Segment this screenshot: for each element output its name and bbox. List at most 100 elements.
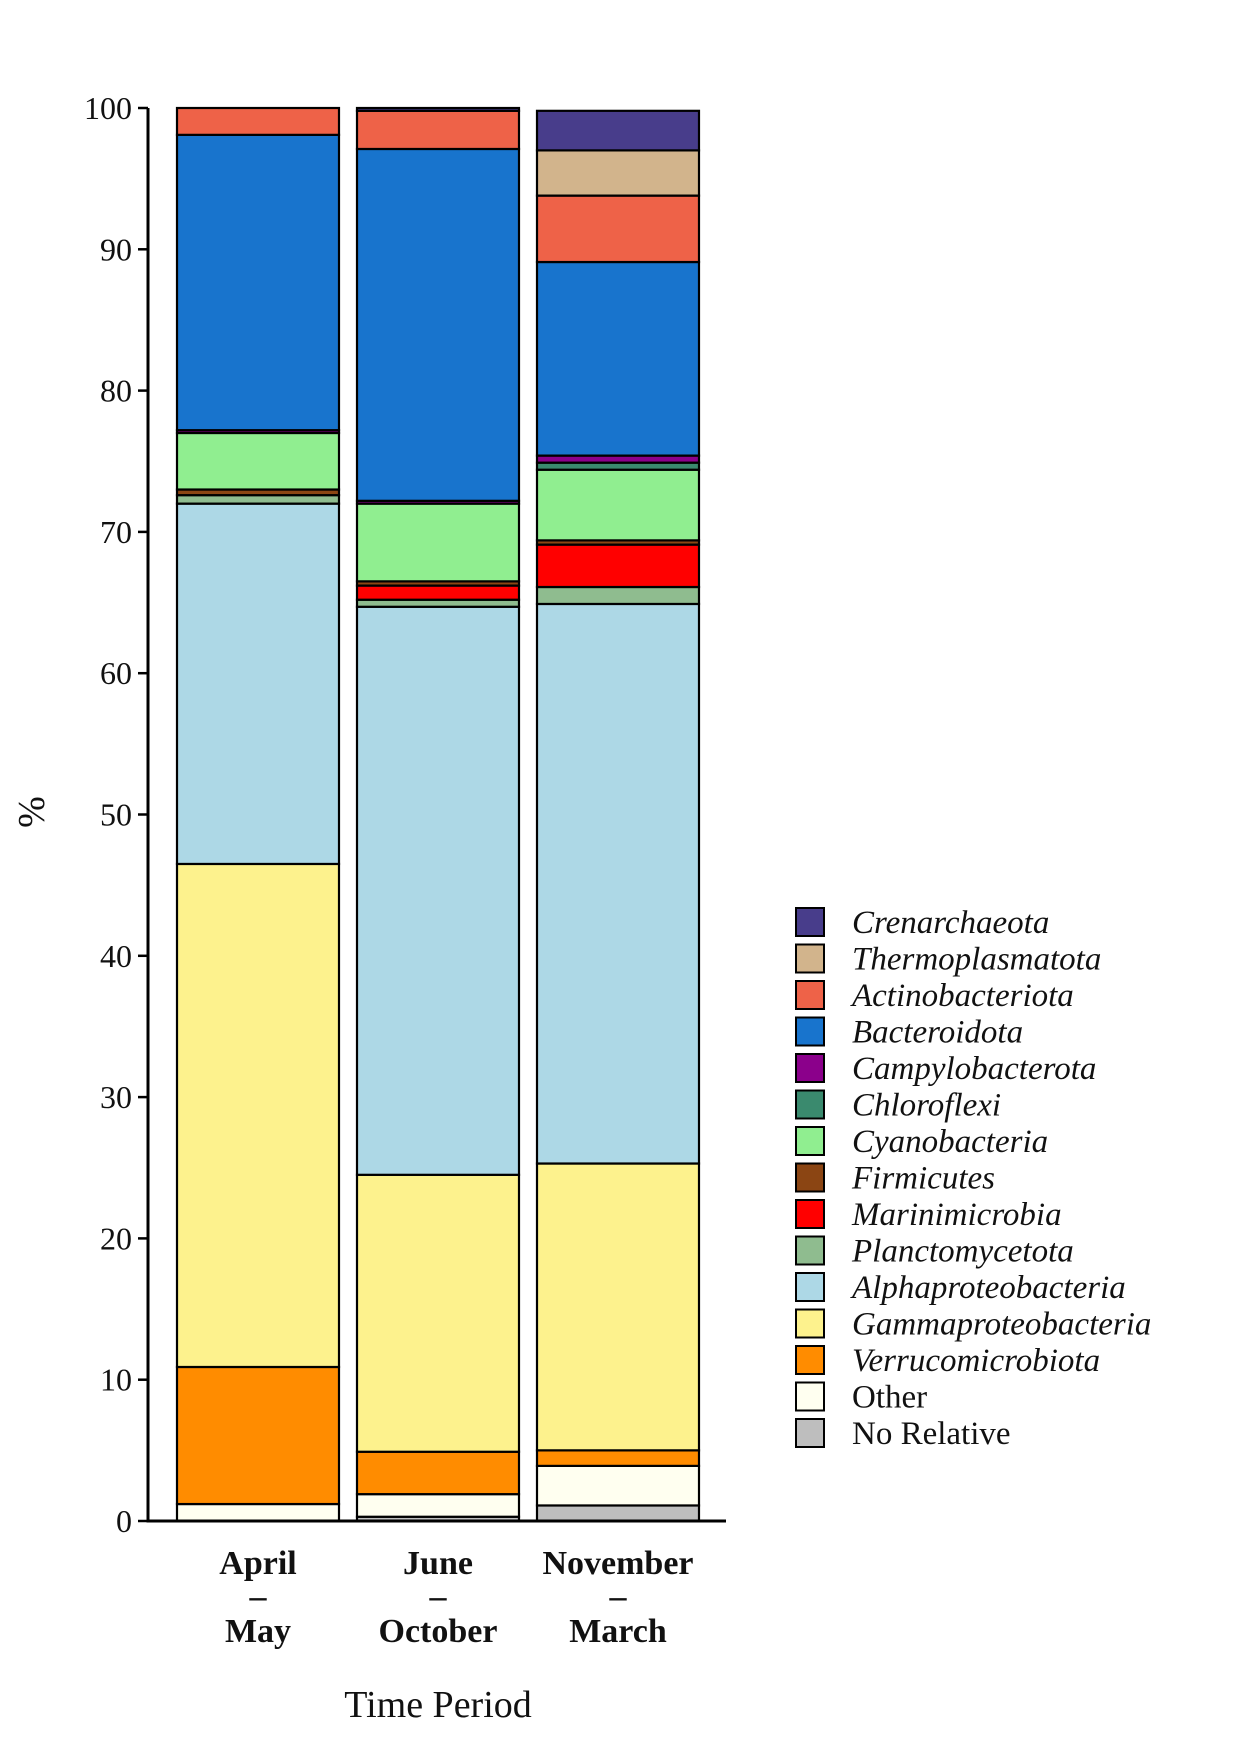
y-tick-label: 50 xyxy=(100,797,132,833)
y-tick-label: 0 xyxy=(116,1503,132,1539)
category-line2: May xyxy=(225,1613,291,1650)
x-category-label: June–October xyxy=(379,1545,498,1650)
legend-item-bacteroidota: Bacteroidota xyxy=(795,1015,1023,1051)
legend-item-campylobacterota: Campylobacterota xyxy=(795,1051,1096,1087)
bar-segment-actinobacteriota xyxy=(535,194,701,264)
legend-item-planctomycetota: Planctomycetota xyxy=(795,1234,1074,1270)
x-axis-title: Time Period xyxy=(344,1684,532,1726)
legend-swatch xyxy=(795,1162,825,1193)
category-line1: November xyxy=(542,1545,693,1582)
x-category-label: April–May xyxy=(219,1545,296,1650)
y-ticks: 0 10 20 30 40 50 60 70 80 90 100 xyxy=(84,90,148,1539)
legend-swatch xyxy=(795,1016,825,1047)
legend-item-actinobacteriota: Actinobacteriota xyxy=(795,978,1074,1014)
legend-item-thermoplasmatota: Thermoplasmatota xyxy=(795,942,1101,978)
bar-segment-marinimicrobia xyxy=(355,584,521,601)
category-separator: – xyxy=(249,1578,268,1615)
legend-swatch xyxy=(795,943,825,974)
bar-segment-actinobacteriota xyxy=(175,106,341,136)
legend-label: Cyanobacteria xyxy=(852,1124,1048,1160)
bar-segment-no-relative xyxy=(535,1504,701,1523)
bar-april xyxy=(175,106,341,1523)
legend-item-marinimicrobia: Marinimicrobia xyxy=(795,1197,1062,1233)
legend-label: Alphaproteobacteria xyxy=(850,1270,1126,1306)
legend-item-gammaproteobacteria: Gammaproteobacteria xyxy=(795,1307,1151,1343)
legend-swatch xyxy=(795,1199,825,1229)
legend-label: Marinimicrobia xyxy=(851,1197,1062,1233)
bar-segment-bacteroidota xyxy=(355,147,521,502)
y-tick-label: 90 xyxy=(100,231,132,267)
bar-segment-actinobacteriota xyxy=(355,109,521,151)
legend-label: Crenarchaeota xyxy=(852,905,1049,941)
bar-segment-crenarchaeota xyxy=(535,109,701,152)
bar-segment-alphaproteobacteria xyxy=(535,602,701,1165)
y-tick-label: 20 xyxy=(100,1220,132,1256)
legend-item-chloroflexi: Chloroflexi xyxy=(795,1088,1001,1124)
bar-segment-other xyxy=(355,1493,521,1518)
bar-segment-bacteroidota xyxy=(175,133,341,432)
y-tick-label: 70 xyxy=(100,514,132,550)
bar-segment-planctomycetota xyxy=(175,494,341,505)
x-category-label: November–March xyxy=(542,1545,693,1650)
y-tick-label: 30 xyxy=(100,1079,132,1115)
legend-item-other: Other xyxy=(795,1380,927,1416)
bar-segment-other xyxy=(535,1464,701,1507)
legend-swatch xyxy=(795,1418,825,1448)
bars-layer xyxy=(175,106,701,1523)
legend-label: Actinobacteriota xyxy=(850,978,1074,1014)
legend-label: Planctomycetota xyxy=(851,1234,1074,1270)
legend-swatch xyxy=(795,1381,825,1412)
legend-label: Campylobacterota xyxy=(852,1051,1096,1087)
bar-segment-other xyxy=(175,1502,341,1523)
bar-segment-verrucomicrobiota xyxy=(535,1449,701,1467)
legend-label: Other xyxy=(852,1380,927,1416)
category-separator: – xyxy=(609,1578,628,1615)
y-tick-label: 60 xyxy=(100,655,132,691)
legend-label: Verrucomicrobiota xyxy=(852,1343,1100,1379)
bar-segment-cyanobacteria xyxy=(355,502,521,583)
y-tick-label: 40 xyxy=(100,938,132,974)
legend-swatch xyxy=(795,1089,825,1120)
legend-swatch xyxy=(795,1235,825,1266)
bar-segment-cyanobacteria xyxy=(535,468,701,542)
legend-swatch xyxy=(795,907,825,937)
y-axis-title: % xyxy=(11,796,53,828)
bar-segment-crenarchaeota xyxy=(355,106,521,112)
legend-swatch xyxy=(795,1308,825,1339)
bar-segment-alphaproteobacteria xyxy=(175,502,341,866)
bar-june xyxy=(355,106,521,1523)
bar-segment-thermoplasmatota xyxy=(535,149,701,197)
y-tick-label: 100 xyxy=(84,90,132,126)
legend-label: Gammaproteobacteria xyxy=(852,1307,1151,1343)
y-tick-label: 80 xyxy=(100,373,132,409)
legend-swatch xyxy=(795,1272,825,1302)
legend-label: Chloroflexi xyxy=(852,1088,1001,1124)
category-line2: October xyxy=(379,1613,498,1650)
legend-item-no-relative: No Relative xyxy=(795,1416,1011,1452)
legend-label: Bacteroidota xyxy=(852,1015,1023,1051)
category-line1: June xyxy=(403,1545,473,1582)
bar-segment-bacteroidota xyxy=(535,260,701,457)
bar-segment-marinimicrobia xyxy=(535,543,701,589)
legend-item-firmicutes: Firmicutes xyxy=(795,1161,995,1197)
legend-swatch xyxy=(795,980,825,1010)
legend-item-verrucomicrobiota: Verrucomicrobiota xyxy=(795,1343,1100,1379)
bar-segment-gammaproteobacteria xyxy=(355,1173,521,1453)
category-line2: March xyxy=(569,1613,667,1650)
legend-label: Firmicutes xyxy=(851,1161,995,1197)
legend-item-alphaproteobacteria: Alphaproteobacteria xyxy=(795,1270,1126,1306)
legend-item-cyanobacteria: Cyanobacteria xyxy=(795,1124,1048,1160)
legend-item-crenarchaeota: Crenarchaeota xyxy=(795,905,1049,941)
bar-segment-verrucomicrobiota xyxy=(355,1450,521,1496)
legend-label: Thermoplasmatota xyxy=(852,942,1101,978)
y-tick-label: 10 xyxy=(100,1362,132,1398)
bar-segment-verrucomicrobiota xyxy=(175,1365,341,1506)
category-separator: – xyxy=(429,1578,448,1615)
legend-swatch xyxy=(795,1126,825,1156)
bar-segment-planctomycetota xyxy=(535,585,701,606)
legend-label: No Relative xyxy=(852,1416,1011,1452)
legend-swatch xyxy=(795,1345,825,1375)
legend: CrenarchaeotaThermoplasmatotaActinobacte… xyxy=(795,905,1151,1452)
